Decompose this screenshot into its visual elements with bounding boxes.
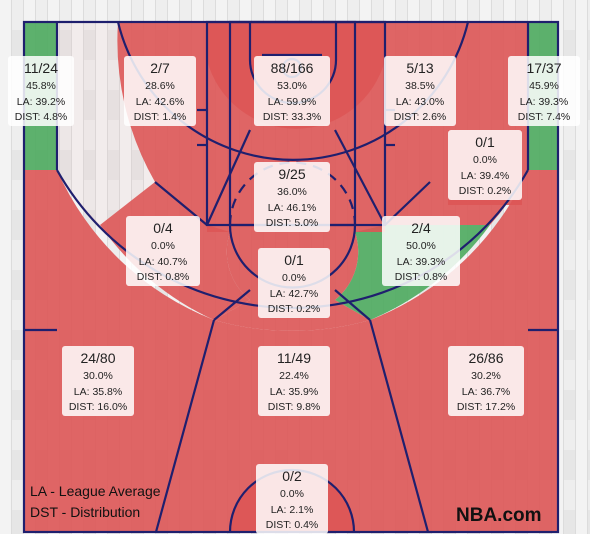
legend-line-1: LA - League Average <box>30 483 161 499</box>
zone-distribution: DIST: 1.4% <box>134 111 187 123</box>
court-empty-left <box>57 22 155 225</box>
zone-distribution: DIST: 17.2% <box>457 401 515 413</box>
zone-label-right-baseline-mid: 5/13 38.5% LA: 43.0% DIST: 2.6% <box>384 56 456 126</box>
zone-pct: 0.0% <box>473 154 497 166</box>
divider-right <box>368 319 430 533</box>
zone-league-avg: LA: 39.3% <box>397 256 445 268</box>
zone-fgm-fga: 2/4 <box>411 220 431 236</box>
zone-fgm-fga: 88/166 <box>271 60 314 76</box>
zone-fgm-fga: 5/13 <box>406 60 433 76</box>
zone-distribution: DIST: 0.2% <box>268 303 321 315</box>
zone-pct: 28.6% <box>145 80 175 92</box>
zone-league-avg: LA: 36.7% <box>462 386 510 398</box>
zone-league-avg: LA: 46.1% <box>268 202 316 214</box>
zone-fgm-fga: 0/1 <box>284 252 304 268</box>
zone-league-avg: LA: 39.3% <box>520 96 568 108</box>
zone-label-box <box>448 346 524 416</box>
zone-fgm-fga: 0/1 <box>475 134 495 150</box>
zone-label-left-baseline-mid: 2/7 28.6% LA: 42.6% DIST: 1.4% <box>124 56 196 126</box>
zone-distribution: DIST: 0.8% <box>395 271 448 283</box>
legend-line-2: DST - Distribution <box>30 504 140 520</box>
zone-label-top-key-3: 11/49 22.4% LA: 35.9% DIST: 9.8% <box>258 346 330 416</box>
divider-paint-right <box>334 129 386 226</box>
zone-label-box <box>258 248 330 318</box>
zone-label-box <box>448 130 522 200</box>
zone-fgm-fga: 24/80 <box>80 350 115 366</box>
zone-pct: 22.4% <box>279 370 309 382</box>
zone-fgm-fga: 9/25 <box>278 166 305 182</box>
zone-label-left-corner-3: 11/24 45.8% LA: 39.2% DIST: 4.8% <box>8 56 74 126</box>
zone-fgm-fga: 11/24 <box>24 60 58 76</box>
zone-label-box <box>382 216 460 286</box>
zone-label-box <box>256 464 328 534</box>
zone-distribution: DIST: 0.8% <box>137 271 190 283</box>
zone-label-right-short-mid: 0/1 0.0% LA: 39.4% DIST: 0.2% <box>448 130 522 200</box>
zone-pct: 0.0% <box>280 488 304 500</box>
zone-pct: 38.5% <box>405 80 435 92</box>
zone-label-box <box>254 56 330 126</box>
zone-distribution: DIST: 0.4% <box>266 519 319 531</box>
zone-fgm-fga: 0/4 <box>153 220 173 236</box>
zone-pct: 30.2% <box>471 370 501 382</box>
zone-pct: 53.0% <box>277 80 307 92</box>
zone-label-box <box>126 216 200 286</box>
zone-distribution: DIST: 7.4% <box>518 111 571 123</box>
zone-distribution: DIST: 5.0% <box>266 217 319 229</box>
divider-left <box>154 319 216 533</box>
zone-league-avg: LA: 59.9% <box>268 96 316 108</box>
zone-distribution: DIST: 2.6% <box>394 111 447 123</box>
zone-label-backcourt: 0/2 0.0% LA: 2.1% DIST: 0.4% <box>256 464 328 534</box>
zone-labels: 11/24 45.8% LA: 39.2% DIST: 4.8% 2/7 28.6% LA:… <box>8 56 580 534</box>
zone-label-box <box>384 56 456 126</box>
zone-league-avg: LA: 42.7% <box>270 288 318 300</box>
zone-label-left-wing-mid: 0/4 0.0% LA: 40.7% DIST: 0.8% <box>126 216 200 286</box>
zone-pct: 36.0% <box>277 186 307 198</box>
zone-fgm-fga: 0/2 <box>282 468 302 484</box>
zone-label-restricted-area: 88/166 53.0% LA: 59.9% DIST: 33.3% <box>254 56 330 126</box>
zone-top-key-3 <box>156 320 428 532</box>
zone-label-right-corner-3: 17/37 45.9% LA: 39.3% DIST: 7.4% <box>508 56 580 126</box>
zone-label-top-key-mid: 0/1 0.0% LA: 42.7% DIST: 0.2% <box>258 248 330 318</box>
divider-paint-left <box>205 129 252 226</box>
zone-league-avg: LA: 40.7% <box>139 256 187 268</box>
zone-league-avg: LA: 42.6% <box>136 96 184 108</box>
zone-label-box <box>8 56 74 126</box>
zone-distribution: DIST: 0.2% <box>459 185 512 197</box>
zone-distribution: DIST: 9.8% <box>268 401 321 413</box>
zone-fgm-fga: 11/49 <box>277 350 311 366</box>
zone-label-box <box>124 56 196 126</box>
zone-league-avg: LA: 35.8% <box>74 386 122 398</box>
zone-distribution: DIST: 33.3% <box>263 111 321 123</box>
zone-fgm-fga: 26/86 <box>468 350 503 366</box>
zone-label-paint-non-ra: 9/25 36.0% LA: 46.1% DIST: 5.0% <box>254 162 330 232</box>
nba-logo-text: NBA.com <box>456 505 542 526</box>
zone-label-box <box>508 56 580 126</box>
zone-distribution: DIST: 16.0% <box>69 401 127 413</box>
zone-fgm-fga: 17/37 <box>526 60 561 76</box>
zone-pct: 50.0% <box>406 240 436 252</box>
zone-distribution: DIST: 4.8% <box>15 111 68 123</box>
zone-label-box <box>254 162 330 232</box>
zone-label-box <box>62 346 134 416</box>
zone-league-avg: LA: 39.4% <box>461 170 509 182</box>
divider-top-right <box>334 289 371 321</box>
zone-pct: 30.0% <box>83 370 113 382</box>
zone-fgm-fga: 2/7 <box>150 60 170 76</box>
zone-pct: 45.9% <box>529 80 559 92</box>
zone-league-avg: LA: 39.2% <box>17 96 65 108</box>
divider-top-left <box>213 289 251 321</box>
zone-label-box <box>258 346 330 416</box>
zone-label-right-wing-mid: 2/4 50.0% LA: 39.3% DIST: 0.8% <box>382 216 460 286</box>
zone-pct: 0.0% <box>151 240 175 252</box>
zone-pct: 45.8% <box>26 80 56 92</box>
zone-league-avg: LA: 35.9% <box>270 386 318 398</box>
zone-league-avg: LA: 2.1% <box>271 504 314 516</box>
zone-label-left-wing-3: 24/80 30.0% LA: 35.8% DIST: 16.0% <box>62 346 134 416</box>
zone-league-avg: LA: 43.0% <box>396 96 444 108</box>
zone-label-right-wing-3: 26/86 30.2% LA: 36.7% DIST: 17.2% <box>448 346 524 416</box>
zone-pct: 0.0% <box>282 272 306 284</box>
